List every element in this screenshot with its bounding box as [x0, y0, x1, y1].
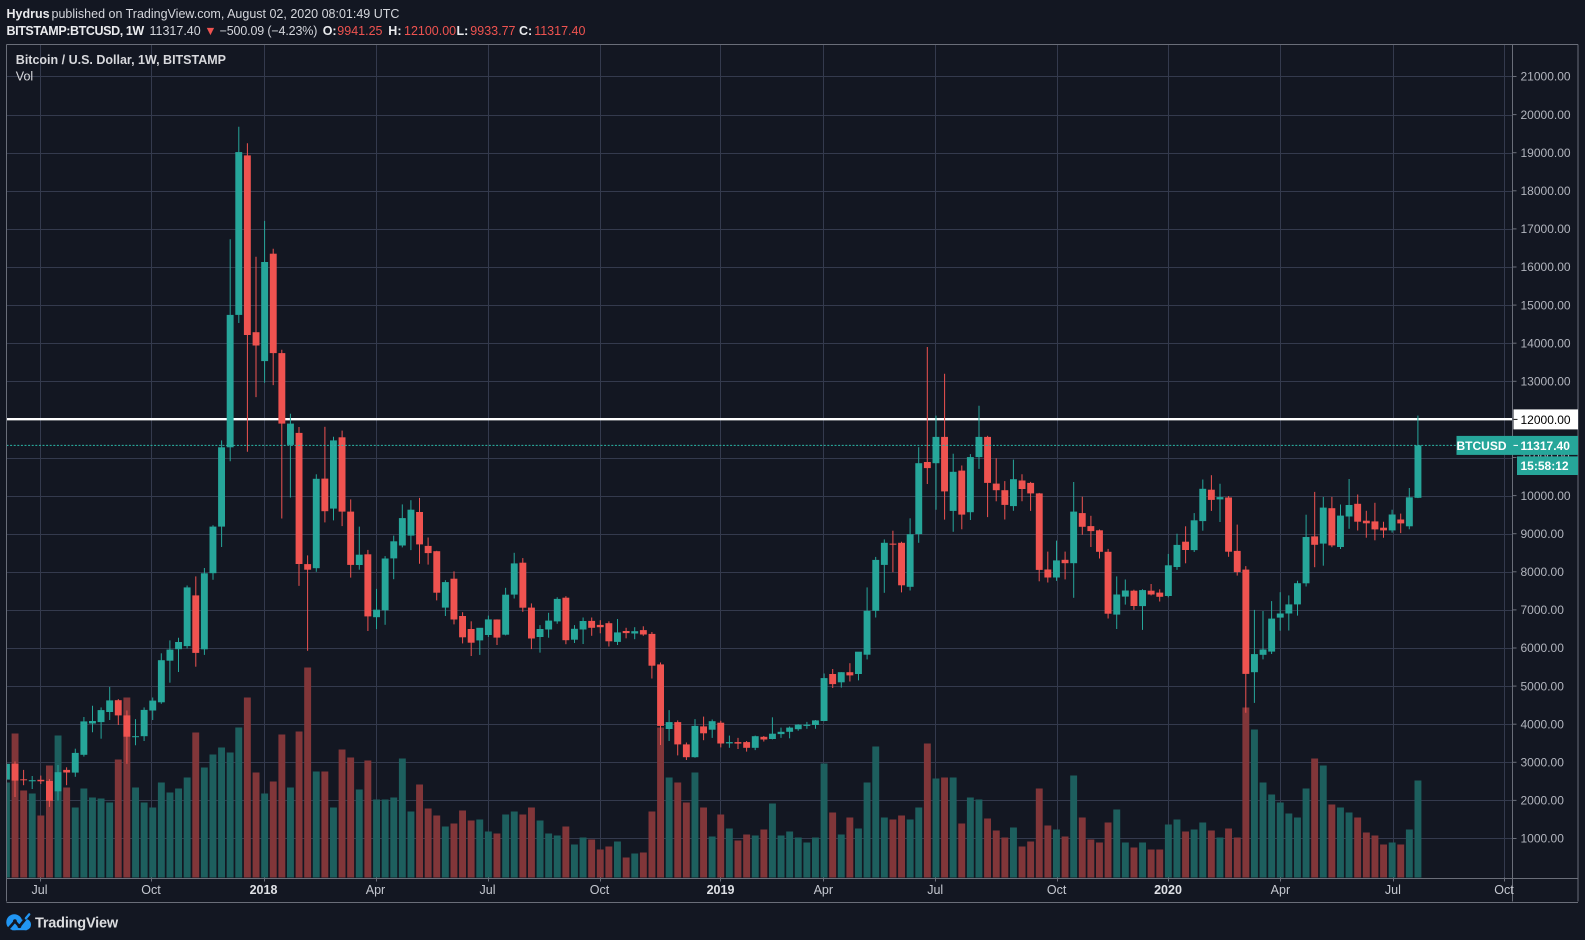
svg-text:Oct: Oct: [141, 883, 161, 897]
svg-text:11317.40: 11317.40: [150, 24, 201, 38]
svg-text:−500.09 (−4.23%): −500.09 (−4.23%): [220, 24, 318, 38]
svg-text:BTCUSD: BTCUSD: [1457, 439, 1507, 453]
svg-text:13000.00: 13000.00: [1521, 375, 1571, 389]
svg-text:12100.00: 12100.00: [404, 24, 456, 38]
svg-text:14000.00: 14000.00: [1521, 336, 1571, 350]
svg-text:6000.00: 6000.00: [1521, 641, 1565, 655]
svg-text:BITSTAMP:BTCUSD, 1W: BITSTAMP:BTCUSD, 1W: [7, 24, 145, 38]
svg-text:2000.00: 2000.00: [1521, 794, 1565, 808]
svg-text:Jul: Jul: [1385, 883, 1401, 897]
svg-text:11317.40: 11317.40: [534, 24, 585, 38]
svg-text:21000.00: 21000.00: [1521, 70, 1571, 84]
svg-text:7000.00: 7000.00: [1521, 603, 1565, 617]
svg-text:Hydrus: Hydrus: [7, 7, 50, 21]
svg-text:▼: ▼: [204, 24, 216, 38]
svg-text:TradingView: TradingView: [35, 915, 119, 931]
svg-text:5000.00: 5000.00: [1521, 679, 1565, 693]
svg-text:10000.00: 10000.00: [1521, 489, 1571, 503]
svg-text:12000.00: 12000.00: [1521, 413, 1571, 427]
svg-text:11317.40: 11317.40: [1521, 439, 1571, 453]
svg-text:4000.00: 4000.00: [1521, 717, 1565, 731]
svg-text:17000.00: 17000.00: [1521, 222, 1571, 236]
svg-text:O:: O:: [323, 24, 337, 38]
svg-text:16000.00: 16000.00: [1521, 260, 1571, 274]
svg-text:Oct: Oct: [590, 883, 610, 897]
svg-text:8000.00: 8000.00: [1521, 565, 1565, 579]
svg-text:Oct: Oct: [1494, 883, 1514, 897]
svg-text:L:: L:: [457, 24, 469, 38]
svg-text:20000.00: 20000.00: [1521, 108, 1571, 122]
svg-text:9000.00: 9000.00: [1521, 527, 1565, 541]
svg-text:Bitcoin / U.S. Dollar, 1W, BIT: Bitcoin / U.S. Dollar, 1W, BITSTAMP: [16, 53, 226, 67]
svg-text:C:: C:: [519, 24, 532, 38]
svg-text:Jul: Jul: [32, 883, 48, 897]
svg-text:2018: 2018: [250, 883, 278, 897]
svg-text:published on TradingView.com,: published on TradingView.com, August 02,…: [52, 7, 400, 21]
svg-text:Apr: Apr: [1271, 883, 1290, 897]
svg-text:19000.00: 19000.00: [1521, 146, 1571, 160]
svg-text:Jul: Jul: [480, 883, 496, 897]
svg-text:18000.00: 18000.00: [1521, 184, 1571, 198]
svg-text:9941.25: 9941.25: [337, 24, 382, 38]
svg-text:Apr: Apr: [366, 883, 385, 897]
svg-text:2020: 2020: [1154, 883, 1182, 897]
svg-text:H:: H:: [388, 24, 401, 38]
svg-text:Apr: Apr: [814, 883, 833, 897]
svg-text:15000.00: 15000.00: [1521, 298, 1571, 312]
svg-text:3000.00: 3000.00: [1521, 756, 1565, 770]
svg-text:Vol: Vol: [16, 69, 33, 83]
svg-text:Jul: Jul: [927, 883, 943, 897]
svg-text:9933.77: 9933.77: [470, 24, 515, 38]
svg-text:15:58:12: 15:58:12: [1521, 459, 1569, 473]
svg-text:2019: 2019: [707, 883, 735, 897]
svg-text:1000.00: 1000.00: [1521, 832, 1565, 846]
svg-text:Oct: Oct: [1047, 883, 1067, 897]
